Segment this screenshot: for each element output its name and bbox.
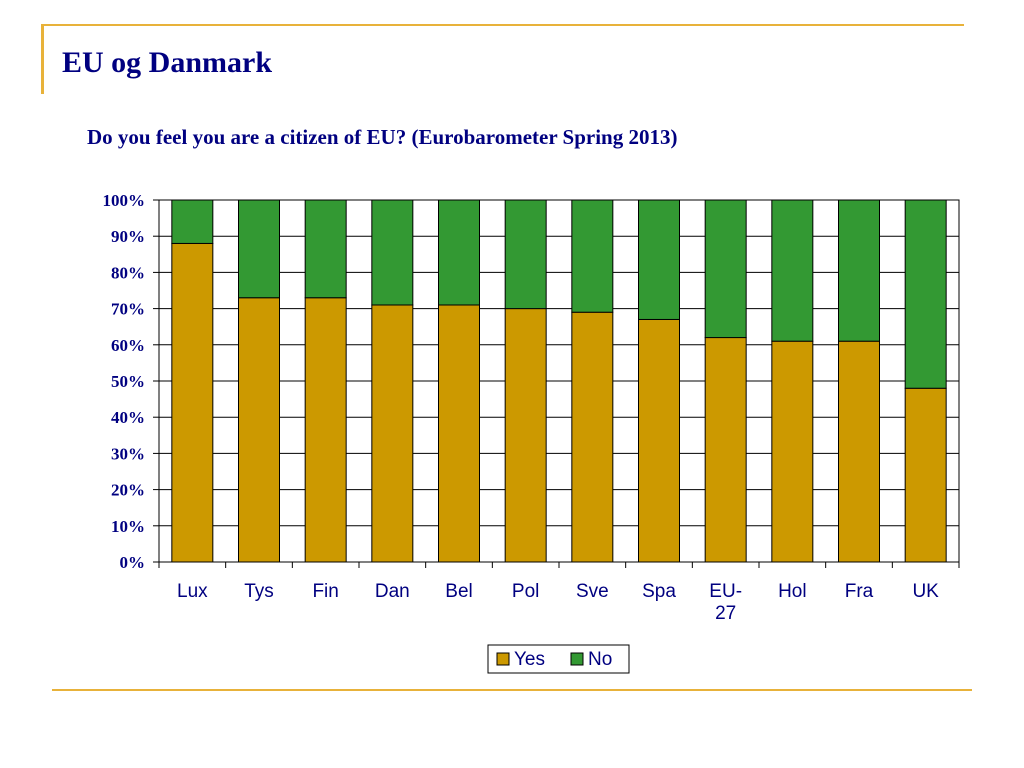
chart-title: Do you feel you are a citizen of EU? (Eu…: [87, 125, 678, 149]
legend-label-yes: Yes: [514, 649, 545, 670]
x-tick-label: UK: [912, 581, 939, 602]
bar-no-hol: [771, 199, 814, 342]
legend-swatch-no: [570, 652, 584, 666]
bar-yes-fra: [838, 340, 880, 563]
y-tick-label: 30%: [111, 444, 145, 463]
x-tick-label: Dan: [375, 581, 410, 602]
x-tick-label: Spa: [642, 581, 676, 602]
top-accent-line: [41, 24, 964, 26]
bar-yes-tys: [238, 297, 280, 563]
left-accent-line: [41, 26, 44, 94]
x-tick-label: Fra: [845, 581, 874, 602]
x-tick-label: Pol: [512, 581, 539, 602]
bar-yes-sve: [571, 311, 614, 563]
bar-yes-pol: [504, 308, 547, 563]
x-tick-label: Tys: [244, 581, 274, 602]
bar-no-fin: [304, 199, 347, 299]
bar-yes-lux: [171, 242, 214, 563]
x-tick-label: Fin: [312, 581, 338, 602]
legend-label-no: No: [588, 649, 612, 670]
bottom-accent-line: [52, 689, 972, 691]
bar-no-dan: [371, 199, 414, 306]
x-tick-label: EU-27: [709, 581, 742, 624]
bar-yes-fin: [304, 297, 347, 563]
slide-title: EU og Danmark: [62, 46, 273, 79]
bar-no-tys: [238, 199, 280, 299]
bar-no-bel: [438, 199, 480, 306]
y-tick-label: 50%: [111, 372, 145, 391]
bar-no-pol: [504, 199, 547, 310]
y-tick-label: 100%: [103, 191, 146, 210]
bar-yes-dan: [371, 304, 414, 563]
bar-no-uk: [904, 199, 947, 389]
y-tick-label: 0%: [120, 553, 146, 572]
bar-no-eu27: [704, 199, 747, 339]
bar-yes-bel: [438, 304, 480, 563]
y-tick-label: 20%: [111, 481, 145, 500]
y-tick-label: 60%: [111, 336, 145, 355]
x-tick-label: Sve: [576, 581, 609, 602]
y-tick-label: 40%: [111, 408, 145, 427]
bar-yes-eu27: [704, 337, 747, 563]
bar-yes-spa: [638, 318, 680, 563]
y-tick-label: 70%: [111, 300, 145, 319]
bar-yes-hol: [771, 340, 814, 563]
legend-box: [487, 644, 630, 674]
y-tick-label: 90%: [111, 227, 145, 246]
bar-no-spa: [638, 199, 680, 320]
bar-no-sve: [571, 199, 614, 313]
bar-yes-uk: [904, 387, 947, 563]
y-tick-label: 10%: [111, 517, 145, 536]
bar-no-lux: [171, 199, 214, 244]
x-tick-label: Lux: [177, 581, 208, 602]
x-tick-label: Bel: [445, 581, 472, 602]
x-tick-label: Hol: [778, 581, 807, 602]
bar-no-fra: [838, 199, 880, 342]
legend-swatch-yes: [496, 652, 510, 666]
y-tick-label: 80%: [111, 263, 145, 282]
